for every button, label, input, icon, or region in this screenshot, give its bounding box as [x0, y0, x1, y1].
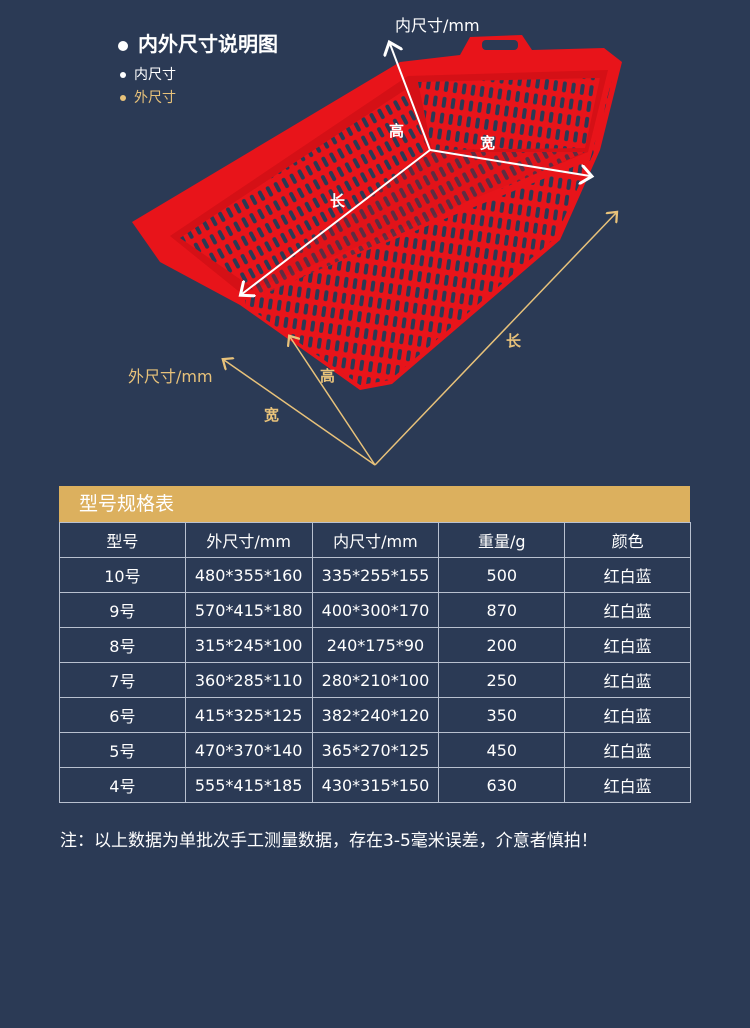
table-cell: 430*315*150 — [311, 767, 440, 803]
inner-length-label: 长 — [330, 192, 346, 210]
bullet-icon — [120, 72, 126, 78]
header-cell: 外尺寸/mm — [184, 522, 313, 558]
outer-dimension-lines — [224, 213, 616, 466]
outer-length-label: 长 — [506, 332, 522, 350]
diagram-title: 内外尺寸说明图 — [118, 28, 278, 57]
table-cell: 365*270*125 — [311, 732, 440, 768]
table-cell: 7号 — [59, 662, 186, 698]
inner-width-label: 宽 — [480, 134, 496, 152]
inner-height-label: 高 — [389, 122, 405, 140]
table-cell: 8号 — [59, 627, 186, 663]
table-cell: 480*355*160 — [184, 557, 313, 593]
spec-table: 型号 外尺寸/mm 内尺寸/mm 重量/g 颜色 10号 480*355*160 335*25… — [59, 522, 691, 803]
table-cell: 630 — [438, 767, 566, 803]
table-cell: 红白蓝 — [564, 557, 691, 593]
table-row: 10号 480*355*160 335*255*155 500 红白蓝 — [59, 557, 691, 593]
bullet-icon — [120, 95, 126, 101]
disclaimer-note: 注：以上数据为单批次手工测量数据，存在3-5毫米误差，介意者慎拍！ — [60, 831, 598, 851]
table-cell: 4号 — [59, 767, 186, 803]
legend-inner: 内尺寸 — [120, 64, 176, 84]
bullet-icon — [118, 40, 128, 51]
table-header-row: 型号 外尺寸/mm 内尺寸/mm 重量/g 颜色 — [59, 522, 691, 558]
outer-width-label: 宽 — [264, 406, 280, 424]
legend-outer: 外尺寸 — [120, 87, 176, 107]
header-cell: 重量/g — [438, 522, 566, 558]
table-cell: 382*240*120 — [311, 697, 440, 733]
table-cell: 6号 — [59, 697, 186, 733]
legend-outer-label: 外尺寸 — [134, 90, 176, 106]
table-cell: 555*415*185 — [184, 767, 313, 803]
table-cell: 335*255*155 — [311, 557, 440, 593]
table-row: 6号 415*325*125 382*240*120 350 红白蓝 — [59, 697, 691, 733]
table-cell: 红白蓝 — [564, 592, 691, 628]
basket-illustration — [132, 35, 622, 466]
outer-height-label: 高 — [320, 367, 336, 385]
header-cell: 内尺寸/mm — [311, 522, 440, 558]
inner-size-label: 内尺寸/mm — [395, 16, 480, 35]
table-cell: 470*370*140 — [184, 732, 313, 768]
diagram-title-text: 内外尺寸说明图 — [138, 32, 278, 56]
table-cell: 红白蓝 — [564, 662, 691, 698]
table-cell: 9号 — [59, 592, 186, 628]
table-cell: 红白蓝 — [564, 767, 691, 803]
table-cell: 250 — [438, 662, 566, 698]
legend-inner-label: 内尺寸 — [134, 67, 176, 83]
table-cell: 400*300*170 — [311, 592, 440, 628]
table-cell: 315*245*100 — [184, 627, 313, 663]
table-cell: 240*175*90 — [311, 627, 440, 663]
table-row: 5号 470*370*140 365*270*125 450 红白蓝 — [59, 732, 691, 768]
table-row: 7号 360*285*110 280*210*100 250 红白蓝 — [59, 662, 691, 698]
table-row: 9号 570*415*180 400*300*170 870 红白蓝 — [59, 592, 691, 628]
table-row: 4号 555*415*185 430*315*150 630 红白蓝 — [59, 767, 691, 803]
inner-dimension-lines — [242, 44, 590, 294]
table-cell: 570*415*180 — [184, 592, 313, 628]
table-cell: 870 — [438, 592, 566, 628]
table-cell: 200 — [438, 627, 566, 663]
table-cell: 500 — [438, 557, 566, 593]
table-cell: 415*325*125 — [184, 697, 313, 733]
table-cell: 红白蓝 — [564, 627, 691, 663]
spec-table-title: 型号规格表 — [59, 486, 690, 522]
table-cell: 280*210*100 — [311, 662, 440, 698]
table-cell: 450 — [438, 732, 566, 768]
table-cell: 红白蓝 — [564, 697, 691, 733]
outer-size-label: 外尺寸/mm — [128, 367, 213, 386]
header-cell: 型号 — [59, 522, 186, 558]
table-cell: 红白蓝 — [564, 732, 691, 768]
table-row: 8号 315*245*100 240*175*90 200 红白蓝 — [59, 627, 691, 663]
table-cell: 10号 — [59, 557, 186, 593]
table-cell: 360*285*110 — [184, 662, 313, 698]
basket — [132, 35, 622, 390]
header-cell: 颜色 — [564, 522, 691, 558]
table-cell: 5号 — [59, 732, 186, 768]
table-cell: 350 — [438, 697, 566, 733]
